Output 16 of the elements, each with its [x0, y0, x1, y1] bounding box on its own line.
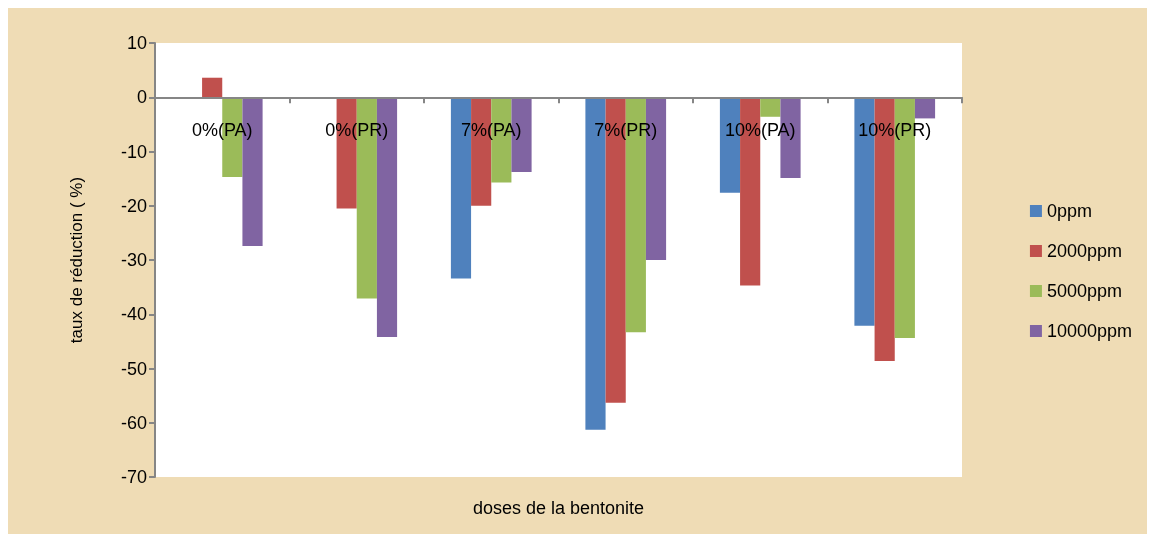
y-tick-label: 10: [126, 33, 147, 53]
x-tick-label: 10%(PA): [724, 120, 796, 141]
legend-label: 5000ppm: [1046, 281, 1122, 301]
x-axis-title: doses de la bentonite: [472, 498, 645, 518]
y-tick-label: -60: [120, 412, 147, 433]
y-tick-label: 0: [136, 87, 147, 108]
legend-label: 0ppm: [1046, 201, 1092, 221]
y-axis-title: taux de réduction ( %): [67, 176, 86, 344]
legend-label: 2000ppm: [1046, 241, 1122, 261]
y-tick-label: -70: [120, 467, 147, 487]
y-tick-label: -20: [120, 195, 147, 216]
y-tick-label: -50: [120, 358, 147, 379]
legend-label: 10000ppm: [1046, 321, 1133, 341]
y-tick-label: -10: [120, 141, 147, 162]
y-tick-label: -30: [120, 250, 147, 270]
y-tick-label: -40: [120, 304, 147, 325]
